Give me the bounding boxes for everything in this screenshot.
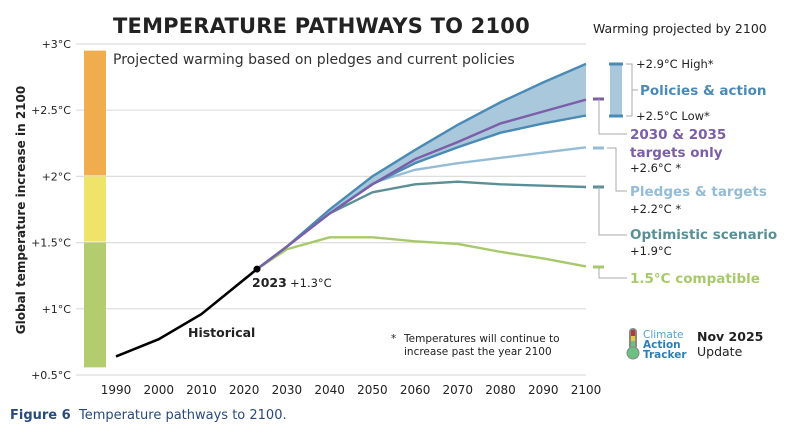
- x-tick-label: 2080: [485, 383, 516, 397]
- logo-line-1: Climate: [643, 329, 683, 341]
- policies-low-label: +2.5°C Low*: [636, 109, 710, 123]
- footnote-line-1: Temperatures will continue to: [403, 333, 560, 345]
- compatible-label: 1.5°C compatible: [630, 271, 760, 287]
- pledges-label: Pledges & targets: [630, 184, 767, 200]
- policies-high-label: +2.9°C High*: [636, 57, 714, 71]
- logo-line-3: Tracker: [643, 349, 687, 361]
- marker-value-label: +1.3°C: [290, 276, 332, 290]
- chart-subtitle: Projected warming based on pledges and c…: [113, 52, 515, 68]
- chart-title: TEMPERATURE PATHWAYS TO 2100: [113, 14, 530, 38]
- color-band: [84, 242, 106, 368]
- x-tick-label: 2070: [443, 383, 474, 397]
- x-tick-label: 2050: [357, 383, 388, 397]
- logo-line-2: Action: [643, 339, 681, 351]
- grid-lines: [76, 43, 586, 376]
- pledges-value: +2.2°C *: [630, 202, 681, 216]
- compatible-connector: [598, 267, 627, 279]
- y-tick-label: +2.5°C: [31, 104, 71, 117]
- series-line-1-5-c-compatible: [256, 236, 587, 271]
- color-band: [84, 176, 106, 242]
- figure-caption: Figure 6 Temperature pathways to 2100.: [10, 408, 287, 423]
- legend: +2.9°C High* Policies & action +2.5°C Lo…: [593, 57, 777, 287]
- update-date: Nov 2025: [697, 329, 763, 344]
- footnote-star: *: [391, 333, 396, 345]
- figure-number: Figure 6: [10, 408, 71, 423]
- y-tick-label: +1.5°C: [31, 237, 71, 250]
- y-axis-ticks: +3°C +2.5°C +2°C +1.5°C +1°C +0.5°C: [31, 38, 71, 382]
- color-bands: [84, 50, 106, 368]
- y-tick-label: +1°C: [42, 303, 72, 316]
- y-axis-label: Global temperature increase in 2100: [14, 86, 28, 334]
- marker-2023-point: [253, 265, 261, 273]
- targets-label-line-1: 2030 & 2035: [630, 127, 726, 143]
- x-tick-label: 2000: [143, 383, 174, 397]
- climate-action-tracker-logo: Climate Action Tracker: [626, 328, 687, 361]
- plot-area: [115, 62, 587, 358]
- policies-bracket: [626, 63, 638, 117]
- thermometer-icon: [626, 328, 640, 360]
- legend-header: Warming projected by 2100: [593, 21, 767, 36]
- x-tick-label: 2040: [314, 383, 345, 397]
- pledges-connector: [607, 147, 627, 192]
- x-axis-ticks: 1990 2000 2010 2020 2030 2040 2050 2060 2070 2080…: [101, 383, 602, 397]
- x-tick-label: 2100: [571, 383, 602, 397]
- optimistic-label: Optimistic scenario: [630, 227, 777, 243]
- targets-connector: [598, 99, 627, 135]
- optimistic-connector: [598, 187, 627, 236]
- series-line-pledges-targets: [256, 146, 587, 271]
- x-tick-label: 2020: [229, 383, 260, 397]
- x-tick-label: 2010: [186, 383, 217, 397]
- x-tick-label: 1990: [101, 383, 132, 397]
- policies-low-line: [256, 114, 587, 271]
- targets-value: +2.6°C *: [630, 161, 681, 175]
- historical-label: Historical: [188, 325, 255, 340]
- targets-label-line-2: targets only: [630, 145, 723, 161]
- footnote-line-2: increase past the year 2100: [404, 346, 552, 358]
- series-line-targets-only: [256, 98, 587, 271]
- policies-band-area: [257, 63, 586, 270]
- color-band: [84, 50, 106, 176]
- update-label: Update: [697, 344, 743, 359]
- y-tick-label: +2°C: [42, 170, 72, 183]
- x-tick-label: 2060: [400, 383, 431, 397]
- y-tick-label: +0.5°C: [31, 369, 71, 382]
- optimistic-value: +1.9°C: [630, 244, 672, 258]
- x-tick-label: 2090: [528, 383, 559, 397]
- figure-caption-text: Temperature pathways to 2100.: [78, 408, 287, 423]
- y-tick-label: +3°C: [42, 38, 72, 51]
- series-line-optimistic-scenario: [256, 180, 587, 271]
- policies-label: Policies & action: [640, 83, 767, 99]
- policies-range-bar: [610, 64, 622, 116]
- x-tick-label: 2030: [272, 383, 303, 397]
- historical-line: [115, 268, 258, 358]
- marker-year-label: 2023: [252, 275, 287, 290]
